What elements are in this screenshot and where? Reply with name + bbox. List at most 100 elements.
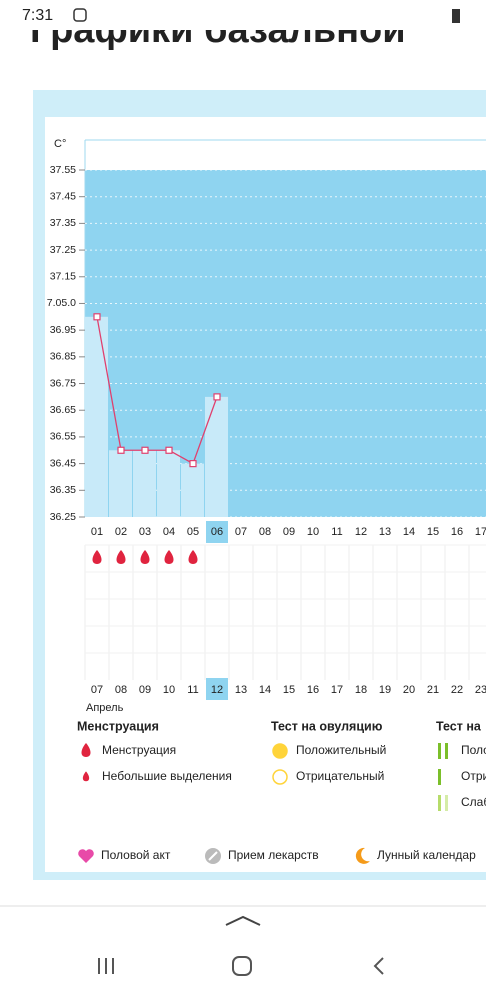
menstruation-mark — [164, 550, 174, 564]
y-tick-label: 37.35 — [50, 217, 76, 229]
legend-drop — [82, 771, 90, 782]
day-label: 07 — [235, 526, 247, 538]
y-tick-label: 36.95 — [50, 324, 76, 336]
y-tick-label: 37.25 — [50, 244, 76, 256]
pill-line — [208, 851, 218, 861]
y-tick-label: 36.75 — [50, 377, 76, 389]
date-label: 10 — [163, 684, 175, 696]
status-bar — [0, 0, 486, 30]
legend-drop — [81, 743, 91, 757]
temperature-point — [165, 446, 173, 454]
day-label: 02 — [115, 526, 127, 538]
legend-bar — [445, 743, 448, 759]
legend-item: Половой акт — [101, 848, 171, 862]
date-label: 09 — [139, 684, 151, 696]
menstruation-mark — [188, 550, 198, 564]
heading: Графики базальной — [30, 9, 406, 51]
day-label: 17 — [475, 526, 486, 538]
legend-item: Прием лекарств — [228, 848, 319, 862]
legend-title: Менструация — [77, 719, 159, 733]
y-tick-label: 36.65 — [50, 404, 76, 416]
date-label: 17 — [331, 684, 343, 696]
y-tick-label: 37.45 — [50, 190, 76, 202]
date-label: 23 — [475, 684, 486, 696]
menstruation-mark — [92, 550, 102, 564]
y-tick-label: 36.35 — [50, 484, 76, 496]
day-label: 14 — [403, 526, 415, 538]
date-label: 19 — [379, 684, 391, 696]
back-button[interactable] — [373, 957, 384, 975]
date-label: 12 — [211, 684, 223, 696]
legend-panel — [45, 712, 486, 872]
date-label: 14 — [259, 684, 271, 696]
date-label: 15 — [283, 684, 295, 696]
selected-date — [206, 678, 228, 700]
temperature-point — [117, 446, 125, 454]
legend-item: Отрицательный — [296, 769, 384, 783]
date-label: 13 — [235, 684, 247, 696]
temperature-column — [181, 463, 204, 517]
selected-day — [206, 521, 228, 543]
legend-bar — [438, 795, 441, 811]
date-label: 08 — [115, 684, 127, 696]
recents-button[interactable] — [98, 958, 114, 974]
day-label: 13 — [379, 526, 391, 538]
nav-chevron[interactable] — [225, 915, 261, 926]
date-label: 16 — [307, 684, 319, 696]
date-label: 07 — [91, 684, 103, 696]
date-label: 18 — [355, 684, 367, 696]
date-label: 11 — [187, 684, 198, 696]
legend-item: Слаб — [461, 795, 486, 809]
home-button[interactable] — [232, 956, 252, 976]
legend-item: Небольшие выделения — [102, 769, 232, 783]
day-label: 04 — [163, 526, 175, 538]
legend-item: Положительный — [296, 743, 386, 757]
day-label: 10 — [307, 526, 319, 538]
battery — [452, 9, 460, 23]
legend-title: Тест на — [436, 719, 482, 733]
day-label: 09 — [283, 526, 295, 538]
y-tick-label: 37.15 — [50, 271, 76, 283]
legend-title: Тест на овуляцию — [271, 719, 383, 733]
legend-bar — [445, 795, 448, 811]
menstruation-mark — [140, 550, 150, 564]
temperature-column — [109, 450, 132, 517]
temperature-column — [133, 450, 156, 517]
legend-circle — [272, 769, 288, 785]
temperature-point — [93, 313, 101, 321]
y-unit: C° — [54, 138, 66, 150]
y-tick-label: 36.85 — [50, 351, 76, 363]
legend-bar — [438, 743, 441, 759]
y-tick-label: 37.55 — [50, 164, 76, 176]
legend-item: Менструация — [102, 743, 176, 757]
day-label: 16 — [451, 526, 463, 538]
y-tick-label: 36.55 — [50, 431, 76, 443]
legend-circle — [272, 743, 288, 759]
day-label: 01 — [91, 526, 103, 538]
month-label: Апрель — [86, 702, 124, 714]
menstruation-mark — [116, 550, 126, 564]
time: 7:31 — [22, 7, 53, 24]
legend-item: Лунный календар — [377, 848, 476, 862]
day-label: 12 — [355, 526, 367, 538]
heart-icon — [78, 849, 94, 863]
y-tick-label: 36.25 — [50, 511, 76, 523]
day-label: 11 — [331, 526, 342, 538]
legend-item: Отри — [461, 769, 486, 783]
date-label: 20 — [403, 684, 415, 696]
temperature-point — [213, 393, 221, 401]
date-label: 22 — [451, 684, 463, 696]
nav-buttons — [98, 956, 384, 976]
day-label: 03 — [139, 526, 151, 538]
day-label: 08 — [259, 526, 271, 538]
temperature-line — [96, 316, 218, 465]
legend-bar — [438, 769, 441, 785]
day-label: 15 — [427, 526, 439, 538]
y-tick-label: 36.45 — [50, 457, 76, 469]
y-tick-label: 7.05.0 — [47, 297, 76, 309]
temperature-column — [85, 316, 108, 517]
status-icon — [73, 8, 87, 22]
temperature-point — [189, 460, 197, 468]
